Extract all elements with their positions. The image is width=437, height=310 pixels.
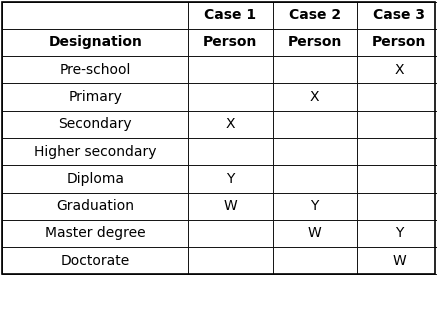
Text: Doctorate: Doctorate [61, 254, 130, 268]
Bar [357, 29, 437, 56]
Text: Primary: Primary [68, 90, 122, 104]
Bar [273, 220, 357, 247]
Bar [357, 165, 437, 193]
Bar [357, 220, 437, 247]
Bar [357, 83, 437, 111]
Text: X: X [225, 117, 235, 131]
Bar [2, 56, 188, 83]
Text: Person: Person [288, 35, 342, 50]
Bar [273, 247, 357, 274]
Text: Person: Person [203, 35, 257, 50]
Bar [2, 165, 188, 193]
Text: Case 2: Case 2 [289, 8, 341, 22]
Bar [188, 111, 273, 138]
Text: X: X [310, 90, 319, 104]
Bar [273, 193, 357, 220]
Bar [273, 138, 357, 165]
Bar [188, 29, 273, 56]
Text: W: W [223, 199, 237, 213]
Bar [357, 56, 437, 83]
Bar [2, 111, 188, 138]
Text: Diploma: Diploma [66, 172, 124, 186]
Bar [188, 2, 273, 29]
Bar [357, 193, 437, 220]
Bar [2, 138, 188, 165]
Text: Designation: Designation [48, 35, 142, 50]
Bar [357, 138, 437, 165]
Bar [2, 220, 188, 247]
Text: Person: Person [372, 35, 427, 50]
Bar [273, 111, 357, 138]
Bar [188, 247, 273, 274]
Bar [2, 2, 435, 274]
Text: Y: Y [395, 226, 403, 241]
Text: Higher secondary: Higher secondary [34, 144, 156, 159]
Bar [357, 2, 437, 29]
Text: Master degree: Master degree [45, 226, 146, 241]
Text: Case 3: Case 3 [373, 8, 425, 22]
Text: Y: Y [226, 172, 235, 186]
Text: Y: Y [311, 199, 319, 213]
Bar [2, 29, 188, 56]
Bar [357, 111, 437, 138]
Bar [2, 247, 188, 274]
Text: W: W [392, 254, 406, 268]
Bar [188, 220, 273, 247]
Bar [188, 165, 273, 193]
Bar [188, 83, 273, 111]
Bar [273, 2, 357, 29]
Text: Graduation: Graduation [56, 199, 134, 213]
Bar [273, 165, 357, 193]
Bar [2, 2, 188, 29]
Bar [357, 247, 437, 274]
Text: Secondary: Secondary [59, 117, 132, 131]
Bar [2, 193, 188, 220]
Text: W: W [308, 226, 322, 241]
Text: Case 1: Case 1 [205, 8, 257, 22]
Bar [188, 138, 273, 165]
Bar [188, 56, 273, 83]
Bar [2, 83, 188, 111]
Text: X: X [394, 63, 404, 77]
Bar [273, 83, 357, 111]
Bar [188, 193, 273, 220]
Text: Pre-school: Pre-school [59, 63, 131, 77]
Bar [273, 29, 357, 56]
Bar [273, 56, 357, 83]
